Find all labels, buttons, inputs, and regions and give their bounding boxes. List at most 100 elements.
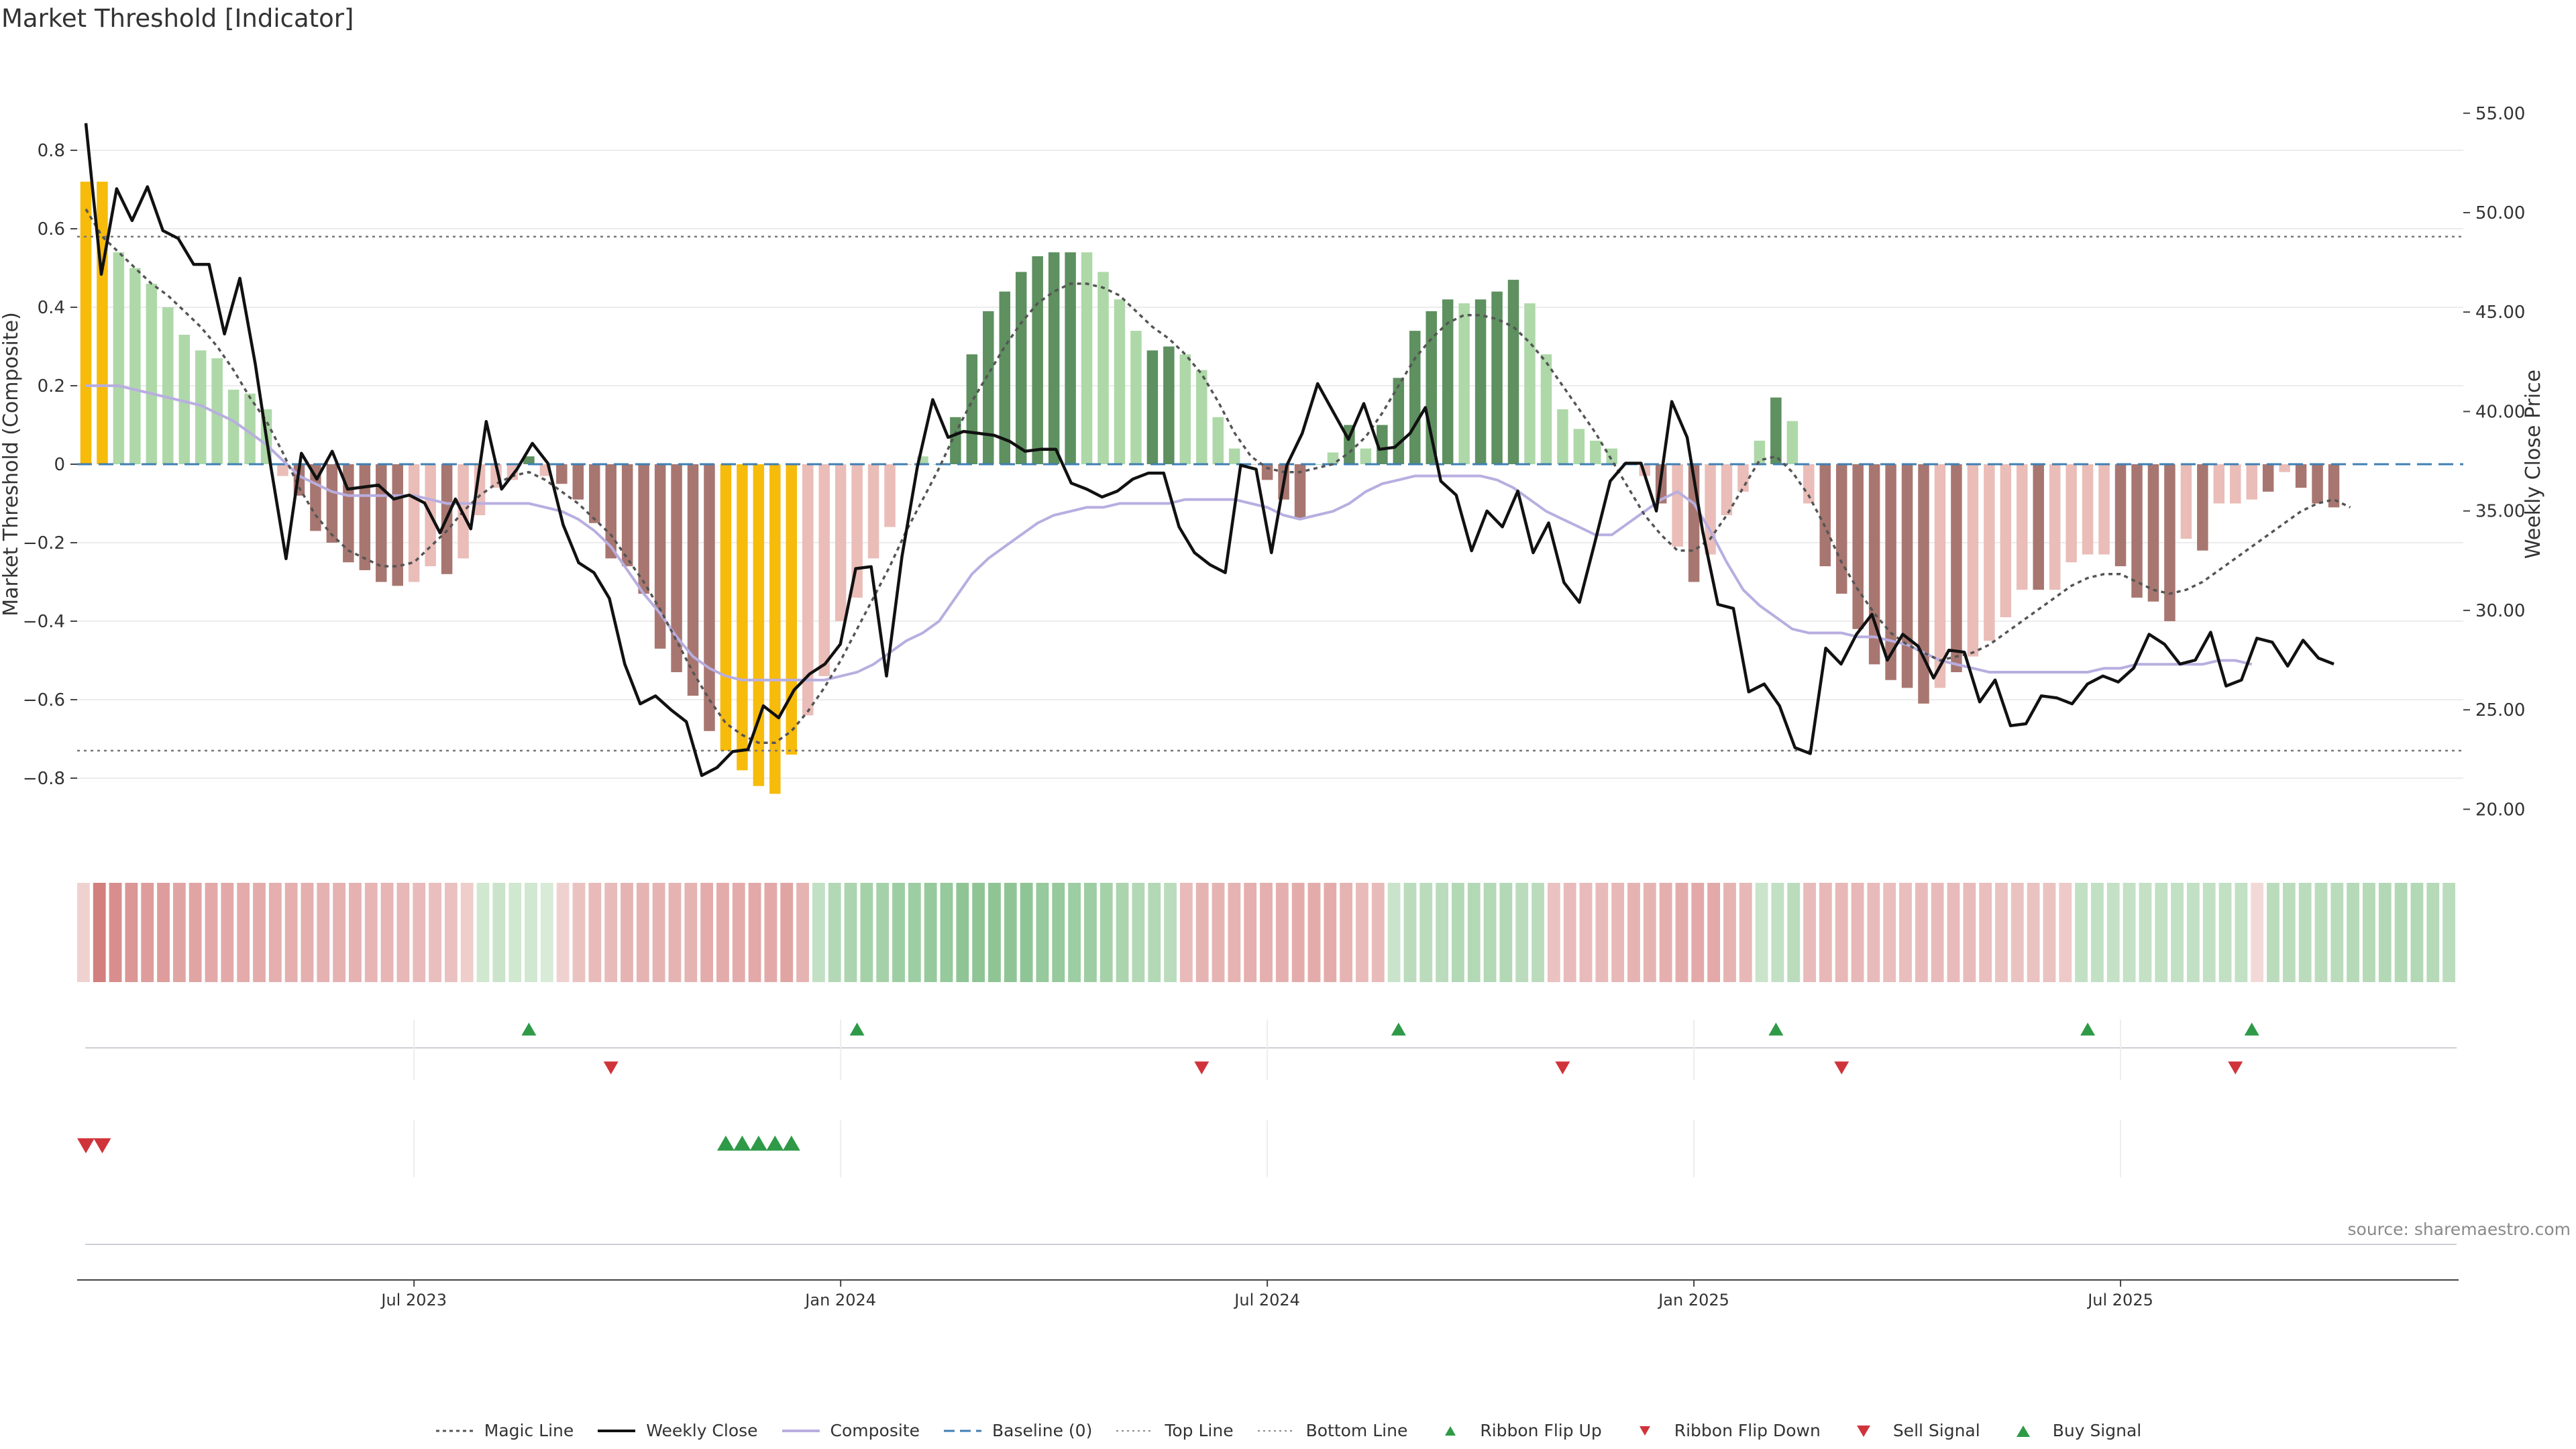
threshold-bar — [2033, 464, 2044, 590]
threshold-bar — [2180, 464, 2192, 539]
ribbon-cell — [924, 883, 937, 982]
ribbon-cell — [1675, 883, 1688, 982]
legend-label: Magic Line — [484, 1421, 574, 1440]
ribbon-cell — [2298, 883, 2312, 982]
threshold-bar — [1590, 440, 1601, 464]
legend-swatch-icon — [943, 1430, 981, 1432]
ribbon-cell — [2171, 883, 2184, 982]
threshold-bar — [720, 464, 732, 751]
threshold-bar — [621, 464, 633, 567]
threshold-bar — [129, 268, 141, 464]
threshold-bar — [1360, 448, 1372, 464]
y-tick-label: 0.4 — [38, 298, 65, 318]
threshold-bar — [2295, 464, 2307, 488]
threshold-bar — [737, 464, 748, 771]
legend-swatch-icon — [1116, 1430, 1155, 1432]
threshold-bar — [2000, 464, 2012, 618]
ribbon-cell — [652, 883, 665, 982]
ribbon-cell — [1340, 883, 1353, 982]
legend-swatch-icon — [1639, 1426, 1650, 1436]
threshold-bar — [671, 464, 682, 673]
legend-item: Bottom Line — [1256, 1421, 1407, 1440]
threshold-bar — [227, 389, 239, 464]
threshold-bar — [917, 456, 928, 464]
ribbon-cell — [125, 883, 138, 982]
legend-label: Buy Signal — [2052, 1421, 2142, 1440]
threshold-bar — [867, 464, 879, 559]
ribbon-cell — [1611, 883, 1625, 982]
legend-swatch-icon — [782, 1429, 820, 1432]
y-tick-label: −0.6 — [23, 690, 65, 710]
ribbon-cell — [1275, 883, 1289, 982]
ribbon-cell — [1563, 883, 1576, 982]
threshold-bar — [1819, 464, 1831, 567]
gridlines — [77, 150, 2463, 779]
ribbon-cell — [77, 883, 90, 982]
ribbon-cell — [1451, 883, 1464, 982]
threshold-bar — [1163, 346, 1175, 464]
legend-item: Magic Line — [435, 1421, 574, 1440]
ribbon-cell — [1947, 883, 1960, 982]
threshold-bar — [2312, 464, 2323, 504]
legend-label: Sell Signal — [1892, 1421, 1980, 1440]
ribbon-cell — [1020, 883, 1033, 982]
threshold-bar — [195, 350, 207, 464]
legend-swatch-icon — [598, 1429, 636, 1432]
y-tick-label: 0 — [54, 455, 65, 475]
ribbon-flip-up-marker — [1391, 1022, 1406, 1036]
y2-tick-label: 20.00 — [2475, 800, 2525, 820]
threshold-bar — [1032, 256, 1043, 464]
ribbon-flip-up-marker — [1768, 1022, 1784, 1036]
ribbon-cell — [189, 883, 202, 982]
ribbon-cell — [1324, 883, 1337, 982]
threshold-bar — [1081, 252, 1093, 464]
ribbon-cell — [2218, 883, 2232, 982]
threshold-bar — [2082, 464, 2094, 555]
ribbon-cell — [2363, 883, 2375, 982]
threshold-bar — [1770, 397, 1782, 464]
ribbon-cell — [2443, 883, 2455, 982]
ribbon-cell — [1387, 883, 1401, 982]
ribbon-cell — [2123, 883, 2136, 982]
legend-label: Baseline (0) — [991, 1421, 1093, 1440]
threshold-bar — [704, 464, 715, 731]
threshold-bar — [1901, 464, 1913, 688]
ribbon-cell — [301, 883, 314, 982]
threshold-bar — [2213, 464, 2225, 504]
ribbon-cell — [109, 883, 122, 982]
ribbon-cell — [429, 883, 441, 982]
ribbon-cell — [2347, 883, 2360, 982]
threshold-bar — [1705, 464, 1716, 555]
ribbon-cell — [684, 883, 698, 982]
ribbon-cell — [1532, 883, 1544, 982]
threshold-bar — [1540, 354, 1552, 464]
ribbon-cell — [621, 883, 633, 982]
ribbon-cell — [1803, 883, 1816, 982]
threshold-bar — [835, 464, 847, 621]
composite-line — [86, 384, 2253, 682]
threshold-bar — [408, 464, 420, 582]
threshold-bar — [1212, 417, 1224, 464]
threshold-bar — [983, 311, 994, 464]
ribbon-cell — [1979, 883, 1992, 982]
ribbon-cell — [492, 883, 506, 982]
legend-label: Composite — [830, 1421, 920, 1440]
ribbon-cell — [604, 883, 618, 982]
ribbon-cell — [172, 883, 186, 982]
threshold-bar — [310, 464, 321, 531]
ribbon-cell — [2139, 883, 2152, 982]
ribbon-cell — [2106, 883, 2120, 982]
ribbon-cell — [1819, 883, 1832, 982]
threshold-bar — [1672, 464, 1683, 547]
ribbon-cell — [1851, 883, 1864, 982]
threshold-bar — [687, 464, 699, 696]
ribbon-cell — [2202, 883, 2216, 982]
threshold-bar — [1474, 299, 1487, 464]
threshold-bar — [818, 464, 830, 676]
buy-signal-marker — [733, 1135, 751, 1151]
threshold-bar — [392, 464, 403, 586]
ribbon-cell — [525, 883, 537, 982]
threshold-bar — [1065, 252, 1076, 464]
threshold-bar — [2328, 464, 2340, 508]
ribbon-cell — [1963, 883, 1976, 982]
